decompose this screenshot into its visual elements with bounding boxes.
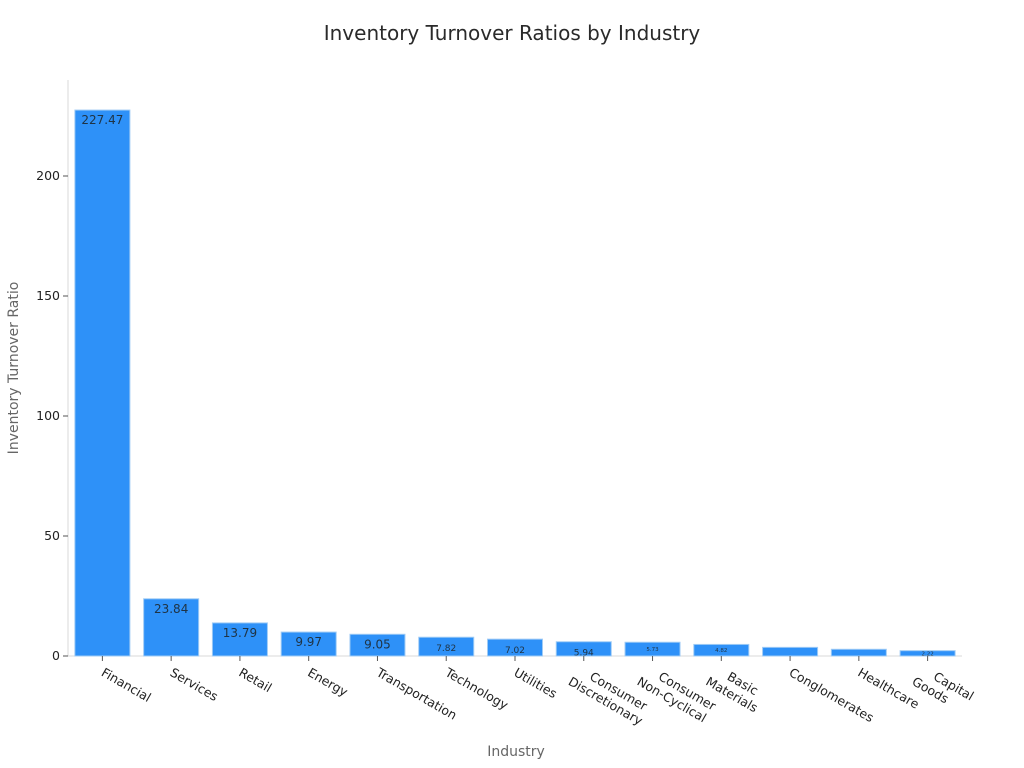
x-tick-label: ConsumerNon-Cyclical bbox=[635, 661, 720, 727]
x-tick-label: Utilities bbox=[512, 665, 560, 702]
x-tick-label: Energy bbox=[305, 665, 351, 700]
x-axis-title: Industry bbox=[487, 744, 545, 760]
chart-title: Inventory Turnover Ratios by Industry bbox=[324, 21, 701, 45]
y-axis-title: Inventory Turnover Ratio bbox=[6, 282, 22, 455]
bar-value-label: 5.94 bbox=[574, 649, 594, 659]
y-tick-label: 50 bbox=[44, 528, 60, 543]
x-tick-label: Services bbox=[168, 665, 221, 704]
bar-value-label: 7.02 bbox=[505, 646, 525, 656]
bar bbox=[762, 646, 819, 657]
y-tick-label: 0 bbox=[52, 648, 60, 663]
bar-value-label: 9.97 bbox=[295, 635, 322, 649]
bar-value-label: 23.84 bbox=[154, 602, 188, 616]
bar-value-label: 227.47 bbox=[81, 113, 123, 127]
x-tick-label: Financial bbox=[99, 665, 154, 705]
bar-value-label: 13.79 bbox=[223, 626, 257, 640]
x-tick-label: Retail bbox=[236, 665, 274, 696]
y-tick-label: 200 bbox=[36, 168, 60, 183]
bar-value-label: 9.05 bbox=[364, 637, 391, 651]
plot-area: 0 50 100 150 200 227.47 Financial 23.84 Services… bbox=[36, 80, 977, 729]
bar bbox=[143, 598, 200, 657]
bar-value-label: 7.82 bbox=[436, 644, 456, 654]
y-tick-label: 100 bbox=[36, 408, 60, 423]
x-tick-label: ConsumerDiscretionary bbox=[566, 661, 654, 729]
bar-value-label: 4.82 bbox=[715, 648, 727, 654]
bar-value-label: 5.73 bbox=[646, 647, 659, 653]
bar bbox=[830, 648, 887, 657]
bar bbox=[74, 109, 131, 657]
x-tick-label: CapitalGoods bbox=[910, 661, 977, 717]
y-tick-label: 150 bbox=[36, 288, 60, 303]
bar-value-label: 2.22 bbox=[921, 651, 933, 657]
